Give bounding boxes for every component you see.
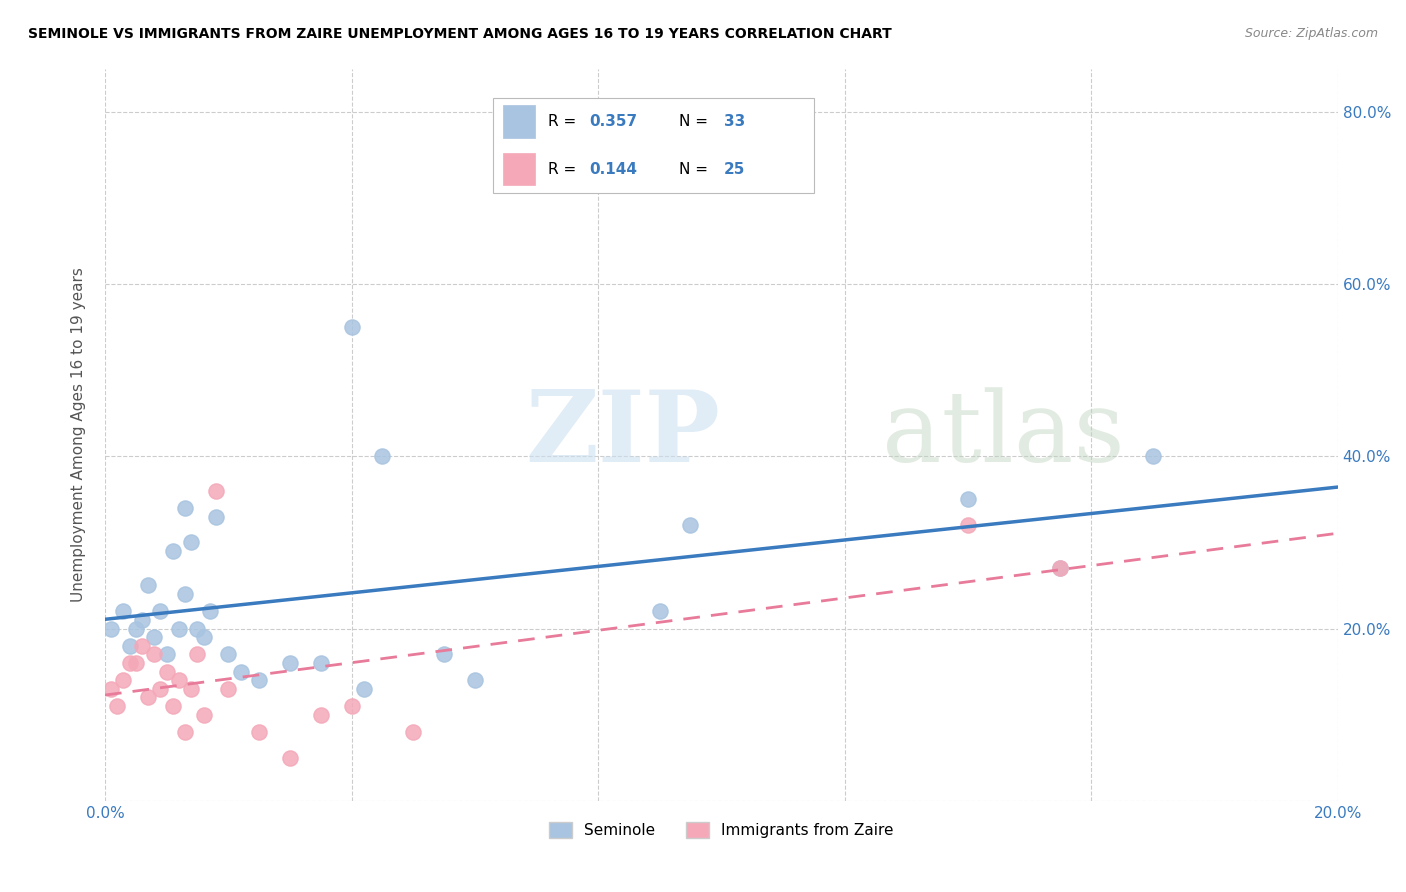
Point [278, 656, 301, 670]
Point [118, 656, 141, 670]
Point [174, 587, 197, 601]
Point [186, 648, 208, 662]
Point [143, 648, 166, 662]
Point [174, 500, 197, 515]
Point [309, 707, 332, 722]
Point [156, 648, 179, 662]
Point [186, 622, 208, 636]
Text: Source: ZipAtlas.com: Source: ZipAtlas.com [1244, 27, 1378, 40]
Point [143, 630, 166, 644]
Point [149, 604, 172, 618]
Point [205, 509, 228, 524]
Point [118, 639, 141, 653]
Point [1142, 449, 1164, 463]
Point [340, 320, 363, 334]
Point [371, 449, 394, 463]
Point [167, 673, 190, 688]
Point [956, 492, 979, 507]
Point [174, 725, 197, 739]
Point [193, 707, 215, 722]
Point [131, 613, 153, 627]
Point [278, 751, 301, 765]
Point [217, 681, 239, 696]
Point [180, 535, 202, 549]
Point [162, 699, 184, 714]
Point [136, 578, 159, 592]
Point [100, 681, 122, 696]
Point [229, 665, 252, 679]
Point [136, 690, 159, 705]
Legend: Seminole, Immigrants from Zaire: Seminole, Immigrants from Zaire [543, 816, 900, 845]
Point [464, 673, 486, 688]
Point [125, 656, 148, 670]
Point [162, 544, 184, 558]
Text: SEMINOLE VS IMMIGRANTS FROM ZAIRE UNEMPLOYMENT AMONG AGES 16 TO 19 YEARS CORRELA: SEMINOLE VS IMMIGRANTS FROM ZAIRE UNEMPL… [28, 27, 891, 41]
Point [217, 648, 239, 662]
Point [353, 681, 375, 696]
Point [402, 725, 425, 739]
Point [1049, 561, 1071, 575]
Text: atlas: atlas [882, 387, 1125, 483]
Point [156, 665, 179, 679]
Point [679, 518, 702, 533]
Point [309, 656, 332, 670]
Point [956, 518, 979, 533]
Point [205, 483, 228, 498]
Point [180, 681, 202, 696]
Point [125, 622, 148, 636]
Point [149, 681, 172, 696]
Point [1049, 561, 1071, 575]
Y-axis label: Unemployment Among Ages 16 to 19 years: Unemployment Among Ages 16 to 19 years [72, 268, 86, 602]
Point [131, 639, 153, 653]
Text: ZIP: ZIP [526, 386, 720, 483]
Point [198, 604, 221, 618]
Point [167, 622, 190, 636]
Point [193, 630, 215, 644]
Point [247, 725, 270, 739]
Point [247, 673, 270, 688]
Point [112, 673, 135, 688]
Point [112, 604, 135, 618]
Point [433, 648, 456, 662]
Point [105, 699, 128, 714]
Point [100, 622, 122, 636]
Point [648, 604, 671, 618]
Point [340, 699, 363, 714]
